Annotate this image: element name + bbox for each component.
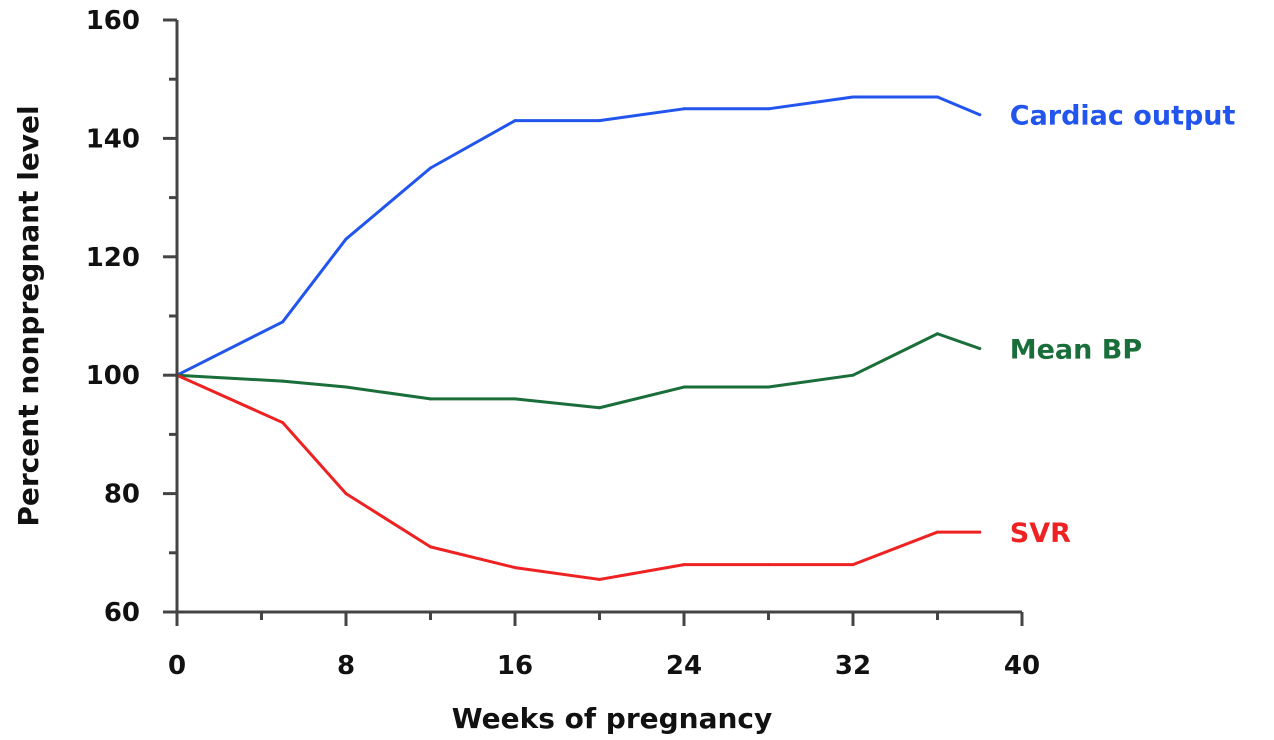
series-point	[978, 347, 982, 351]
y-axis-title: Percent nonpregnant level	[12, 105, 45, 526]
series-label: SVR	[1010, 518, 1071, 549]
labels-layer: 0 8 16 24 32 40 60 80 100 120 140 160 Cardiac output…	[86, 6, 1236, 681]
series-point	[767, 385, 770, 389]
series-point	[767, 563, 770, 567]
series-line	[175, 95, 982, 377]
series-point	[851, 373, 855, 377]
series-point	[936, 530, 939, 534]
y-tick-label: 140	[86, 124, 140, 154]
series-point	[978, 530, 982, 534]
series-point	[344, 492, 348, 496]
series-point	[851, 563, 855, 567]
series-point	[978, 113, 982, 117]
y-tick-label: 100	[86, 361, 140, 391]
series-point	[344, 237, 348, 241]
series-point	[281, 379, 285, 383]
series-point	[344, 385, 348, 389]
series-point	[513, 566, 517, 570]
series-point	[936, 95, 939, 99]
series-point	[598, 406, 601, 410]
series-point	[936, 332, 939, 336]
x-tick-label: 0	[168, 651, 186, 681]
series-point	[429, 397, 432, 401]
series-point	[513, 119, 517, 123]
x-tick-label: 16	[497, 651, 533, 681]
series-point	[281, 421, 285, 425]
x-tick-label: 40	[1004, 651, 1040, 681]
series-point	[513, 397, 517, 401]
series-point	[767, 107, 770, 111]
series-point	[851, 95, 855, 99]
y-tick-label: 160	[86, 6, 140, 36]
series-point	[281, 320, 285, 324]
series-line	[175, 332, 982, 410]
series-point	[682, 563, 686, 567]
x-tick-label: 24	[666, 651, 702, 681]
series-point	[598, 119, 601, 123]
x-tick-label: 8	[337, 651, 355, 681]
ticks-layer	[163, 18, 1024, 626]
series-point	[429, 545, 432, 549]
series-point	[429, 166, 432, 170]
x-axis-title: Weeks of pregnancy	[452, 702, 773, 735]
series-point	[682, 385, 686, 389]
series-layer	[175, 95, 982, 581]
y-tick-label: 120	[86, 243, 140, 273]
x-tick-label: 32	[835, 651, 871, 681]
y-tick-label: 80	[104, 480, 140, 510]
series-point	[682, 107, 686, 111]
series-label: Mean BP	[1010, 335, 1142, 366]
series-label: Cardiac output	[1010, 101, 1236, 132]
series-point	[598, 577, 601, 581]
y-tick-label: 60	[104, 598, 140, 628]
axes-layer	[175, 20, 1022, 614]
